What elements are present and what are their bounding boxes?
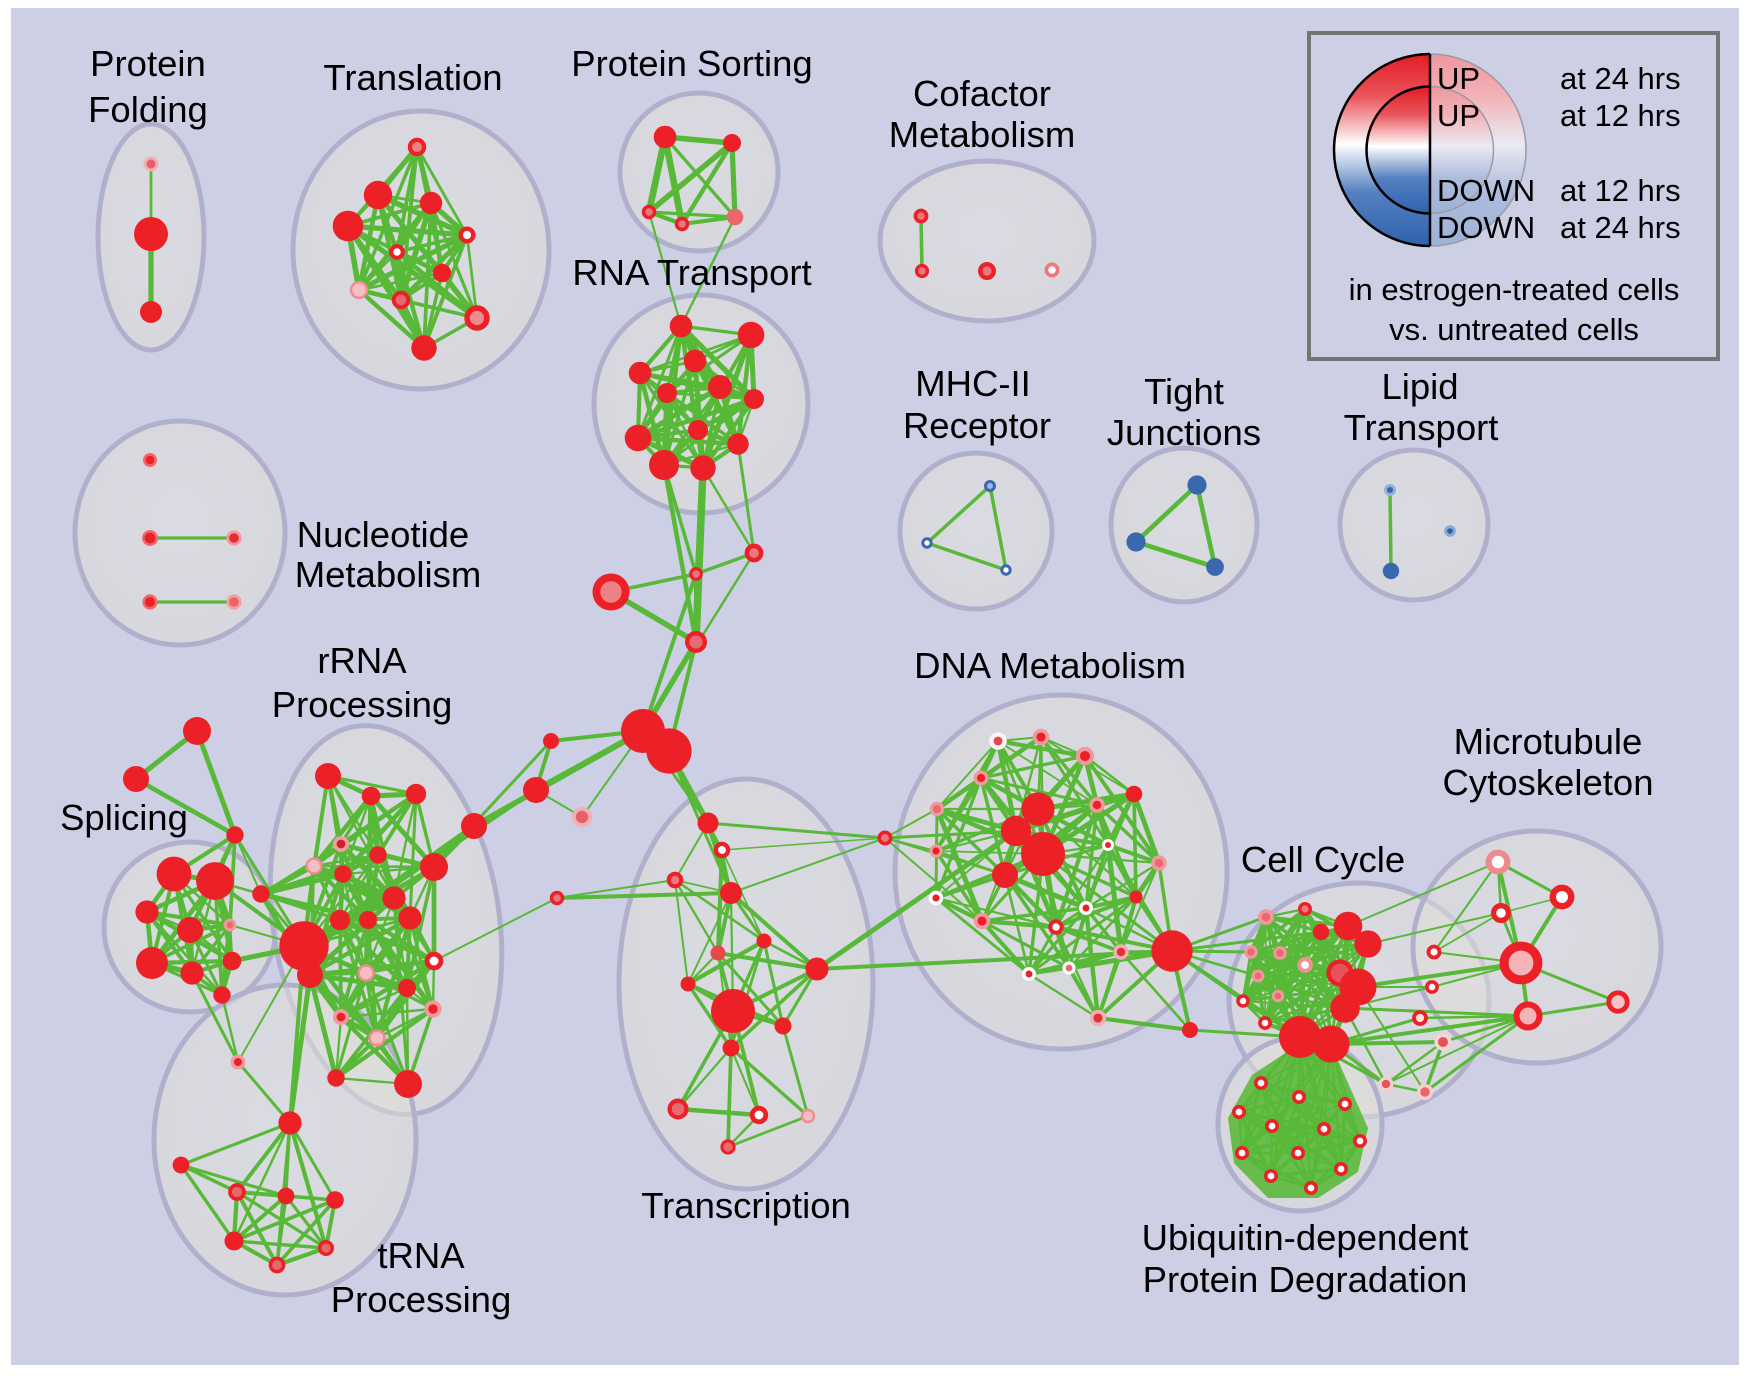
svg-text:MHC-II: MHC-II <box>915 363 1031 404</box>
svg-text:Processing: Processing <box>272 684 453 725</box>
svg-text:Processing: Processing <box>331 1279 512 1320</box>
svg-text:UP: UP <box>1437 98 1480 133</box>
svg-text:UP: UP <box>1437 61 1480 96</box>
svg-text:Metabolism: Metabolism <box>889 114 1076 155</box>
svg-text:Protein Degradation: Protein Degradation <box>1143 1259 1468 1300</box>
svg-text:at 12 hrs: at 12 hrs <box>1560 98 1681 133</box>
svg-text:Protein: Protein <box>90 43 206 84</box>
svg-text:Receptor: Receptor <box>903 405 1051 446</box>
svg-text:Splicing: Splicing <box>60 797 188 838</box>
svg-text:Lipid: Lipid <box>1381 366 1458 407</box>
svg-text:DOWN: DOWN <box>1437 173 1535 208</box>
svg-text:rRNA: rRNA <box>317 640 407 681</box>
svg-text:at 24 hrs: at 24 hrs <box>1560 61 1681 96</box>
svg-text:tRNA: tRNA <box>377 1235 465 1276</box>
svg-text:Protein Sorting: Protein Sorting <box>571 43 812 84</box>
svg-text:Translation: Translation <box>323 57 502 98</box>
svg-text:Cytoskeleton: Cytoskeleton <box>1443 762 1654 803</box>
svg-text:RNA Transport: RNA Transport <box>572 252 811 293</box>
svg-text:Junctions: Junctions <box>1107 412 1261 453</box>
svg-text:Microtubule: Microtubule <box>1454 721 1643 762</box>
svg-text:Transport: Transport <box>1344 407 1499 448</box>
svg-text:Tight: Tight <box>1144 371 1224 412</box>
svg-text:at 24 hrs: at 24 hrs <box>1560 210 1681 245</box>
svg-text:in estrogen-treated cells: in estrogen-treated cells <box>1349 272 1680 307</box>
svg-text:Ubiquitin-dependent: Ubiquitin-dependent <box>1142 1217 1469 1258</box>
svg-text:Cell Cycle: Cell Cycle <box>1241 839 1405 880</box>
svg-text:at 12 hrs: at 12 hrs <box>1560 173 1681 208</box>
svg-text:Folding: Folding <box>88 89 208 130</box>
svg-text:Cofactor: Cofactor <box>913 73 1051 114</box>
svg-text:Metabolism: Metabolism <box>295 554 482 595</box>
svg-text:Transcription: Transcription <box>641 1185 851 1226</box>
svg-text:Nucleotide: Nucleotide <box>297 514 469 555</box>
svg-text:DNA Metabolism: DNA Metabolism <box>914 645 1186 686</box>
svg-text:DOWN: DOWN <box>1437 210 1535 245</box>
svg-text:vs. untreated cells: vs. untreated cells <box>1389 312 1639 347</box>
